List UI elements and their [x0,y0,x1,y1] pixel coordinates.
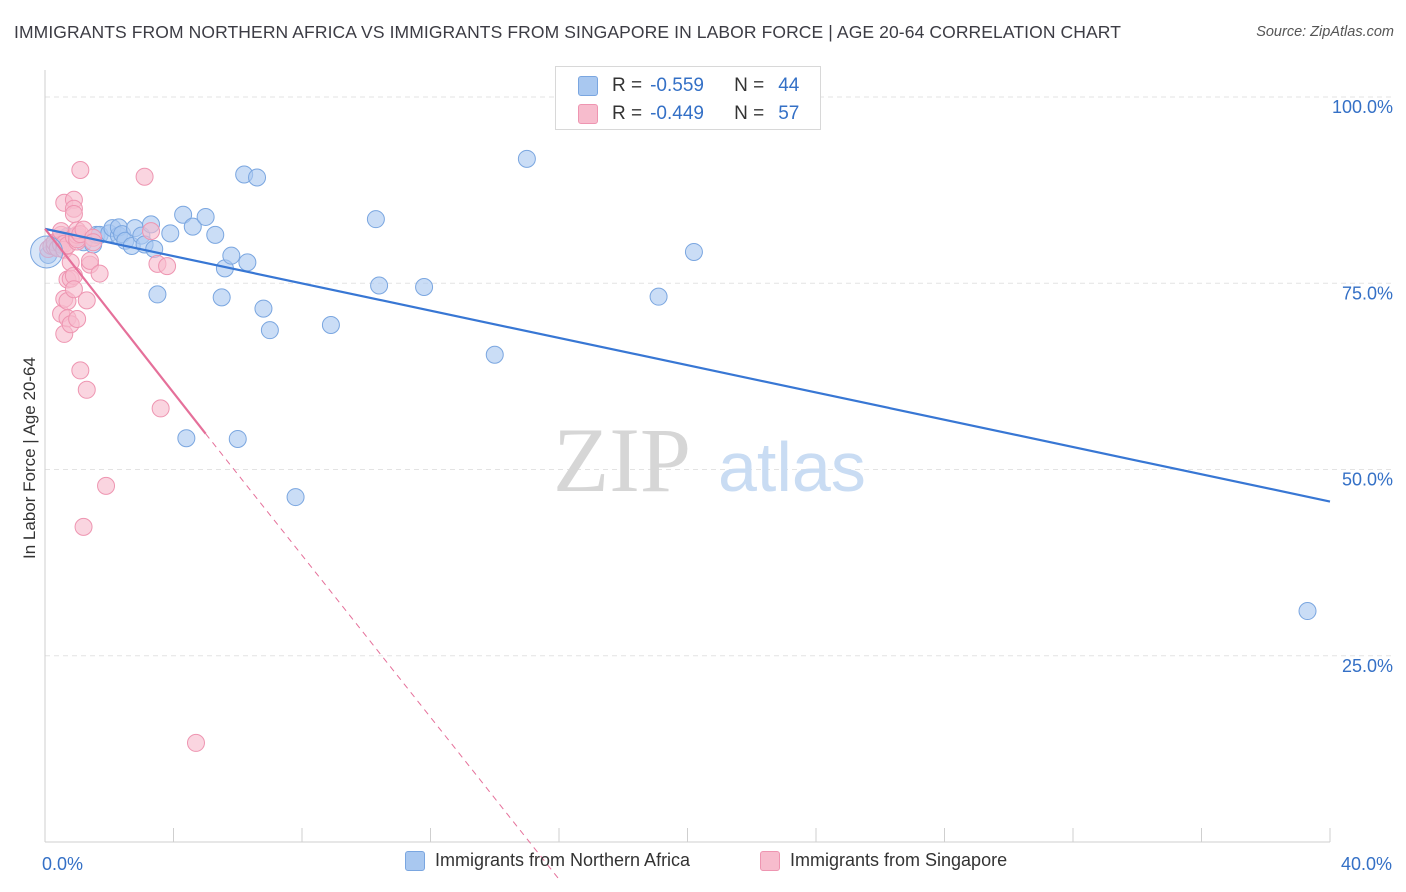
source-label: Source: ZipAtlas.com [1256,24,1394,40]
point-northern-africa [286,488,305,507]
r-label: R = [612,103,643,124]
point-northern-africa [649,287,668,306]
point-northern-africa [183,217,202,236]
point-northern-africa [238,253,257,272]
point-singapore [142,222,161,241]
legend-item-northern-africa: Immigrants from Northern Africa [405,850,690,871]
trend-line-singapore-extrapolated [205,433,560,880]
n-value: 57 [778,103,800,124]
n-label: N = [734,75,765,96]
n-label: N = [734,103,765,124]
point-northern-africa [148,285,167,304]
n-value: 44 [778,75,800,96]
legend-label-singapore: Immigrants from Singapore [790,850,1008,870]
point-northern-africa [222,246,241,265]
point-northern-africa [145,239,164,258]
point-singapore [80,251,99,270]
point-northern-africa [517,149,536,168]
y-tick-label: 75.0% [1342,283,1393,303]
point-singapore [71,161,90,180]
point-northern-africa [684,242,703,261]
chart-title: IMMIGRANTS FROM NORTHERN AFRICA VS IMMIG… [14,22,1121,42]
stats-row-pink: R = -0.449 N = 57 [578,101,799,127]
point-singapore [135,167,154,186]
y-tick-label: 25.0% [1342,656,1393,676]
legend-label-northern-africa: Immigrants from Northern Africa [435,850,691,870]
point-singapore [151,399,170,418]
legend-swatch-blue [405,850,425,871]
watermark-atlas: atlas [718,428,866,506]
point-northern-africa [177,429,196,448]
point-singapore [68,310,87,329]
point-northern-africa [366,210,385,229]
r-value: -0.559 [650,75,704,96]
point-singapore [90,264,109,283]
axis-labels: 25.0% 50.0% 75.0% 100.0% 0.0% 40.0% In Labor F… [20,97,1393,874]
point-singapore [71,361,90,380]
blue-swatch [578,76,598,96]
y-tick-label: 50.0% [1342,470,1393,490]
point-northern-africa [212,288,231,307]
point-northern-africa [321,315,340,334]
point-northern-africa [248,168,267,187]
stats-legend: R = -0.559 N = 44 R = -0.449 N = 57 [555,66,821,130]
point-singapore [158,257,177,276]
point-singapore [74,517,93,536]
legend-swatch-pink [760,850,780,871]
r-value: -0.449 [650,103,704,124]
trend-line-singapore [44,228,207,435]
point-northern-africa [485,345,504,364]
watermark: ZIP atlas [553,409,866,511]
x-tick-label: 40.0% [1341,854,1392,874]
x-tick-label: 0.0% [42,854,83,874]
bottom-legend: Immigrants from Northern Africa Immigran… [0,850,1406,878]
point-northern-africa [370,276,389,295]
point-singapore [97,476,116,495]
legend-item-singapore: Immigrants from Singapore [760,850,1007,871]
pink-swatch [578,104,598,124]
point-singapore [84,233,103,252]
watermark-zip: ZIP [553,409,691,511]
trend-line-northern-africa [44,227,1331,503]
r-label: R = [612,75,643,96]
point-singapore [77,291,96,310]
point-northern-africa [206,225,225,244]
point-northern-africa [254,299,273,318]
point-northern-africa [196,207,215,226]
trend-lines [44,227,1331,880]
point-singapore [186,733,205,752]
point-singapore [64,204,83,223]
axes [44,70,1331,843]
point-northern-africa [228,429,247,448]
point-northern-africa [1298,602,1317,621]
point-cluster-northern-africa [30,235,64,269]
y-axis-label: In Labor Force | Age 20-64 [20,357,39,559]
y-tick-label: 100.0% [1332,97,1393,117]
point-northern-africa [260,321,279,340]
point-northern-africa [415,277,434,296]
stats-row-blue: R = -0.559 N = 44 [578,73,799,99]
point-northern-africa [161,224,180,243]
point-singapore [64,280,83,299]
point-northern-africa [174,205,193,224]
point-singapore [77,380,96,399]
